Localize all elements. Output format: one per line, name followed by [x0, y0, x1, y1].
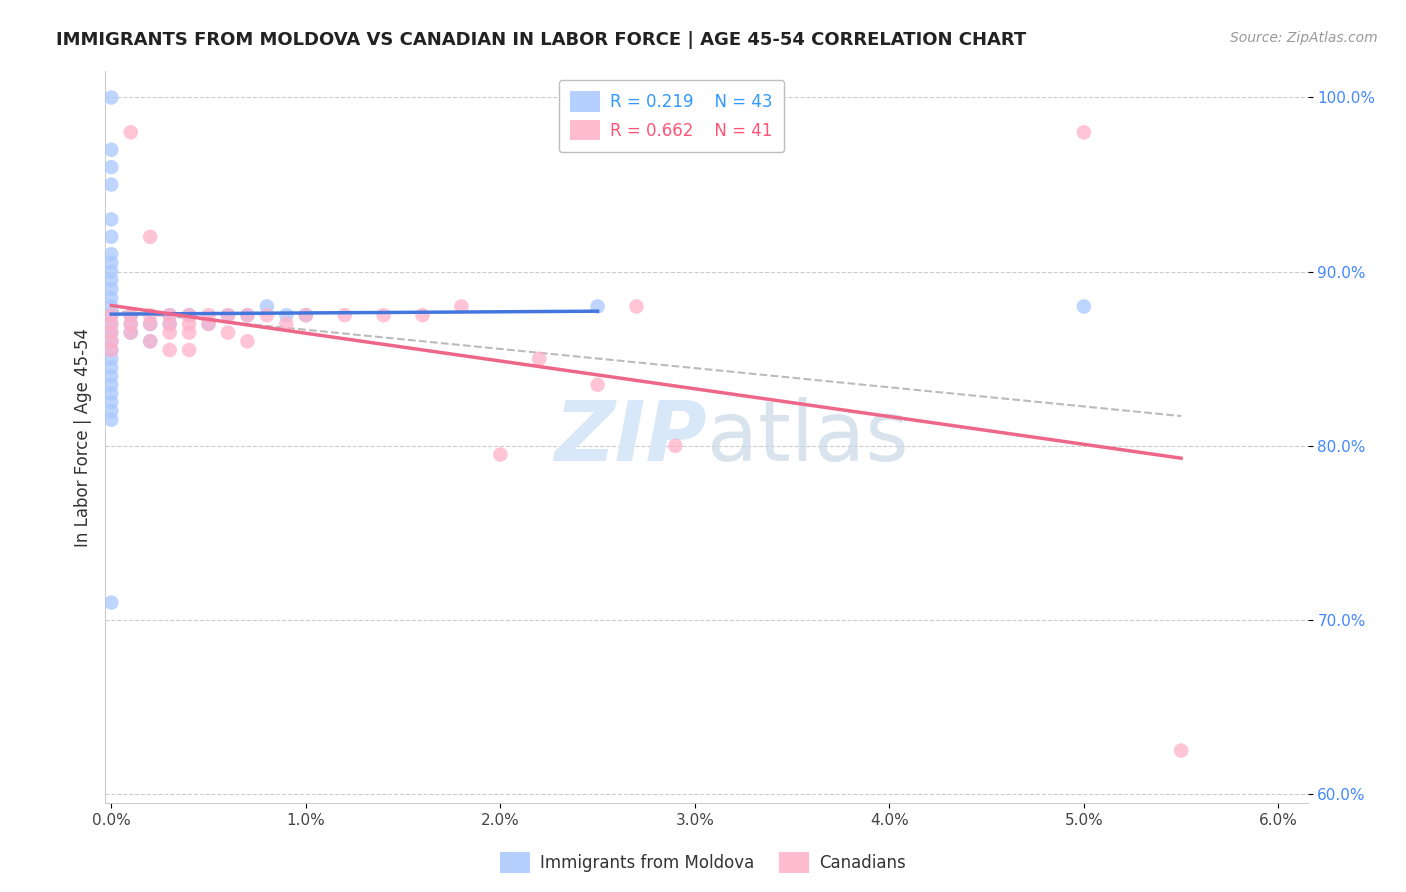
- Point: [159, 317, 181, 331]
- Text: Source: ZipAtlas.com: Source: ZipAtlas.com: [1230, 31, 1378, 45]
- Point: [197, 317, 219, 331]
- Point: [159, 326, 181, 340]
- Point: [217, 308, 239, 322]
- Point: [197, 317, 219, 331]
- Text: atlas: atlas: [707, 397, 908, 477]
- Point: [100, 178, 122, 192]
- Point: [100, 317, 122, 331]
- Point: [100, 300, 122, 314]
- Point: [586, 300, 609, 314]
- Point: [120, 317, 142, 331]
- Point: [177, 343, 200, 357]
- Point: [139, 317, 162, 331]
- Point: [120, 308, 142, 322]
- Point: [100, 308, 122, 322]
- Point: [100, 595, 122, 609]
- Point: [100, 143, 122, 157]
- Point: [139, 334, 162, 349]
- Point: [294, 308, 316, 322]
- Point: [159, 317, 181, 331]
- Point: [177, 326, 200, 340]
- Point: [100, 256, 122, 270]
- Point: [217, 308, 239, 322]
- Point: [276, 317, 298, 331]
- Point: [100, 334, 122, 349]
- Point: [159, 308, 181, 322]
- Point: [236, 308, 259, 322]
- Point: [373, 308, 395, 322]
- Point: [626, 300, 648, 314]
- Point: [100, 377, 122, 392]
- Point: [489, 448, 512, 462]
- Point: [100, 90, 122, 104]
- Point: [664, 439, 686, 453]
- Text: IMMIGRANTS FROM MOLDOVA VS CANADIAN IN LABOR FORCE | AGE 45-54 CORRELATION CHART: IMMIGRANTS FROM MOLDOVA VS CANADIAN IN L…: [56, 31, 1026, 49]
- Point: [139, 317, 162, 331]
- Point: [159, 343, 181, 357]
- Point: [120, 317, 142, 331]
- Point: [100, 326, 122, 340]
- Point: [333, 308, 356, 322]
- Point: [412, 308, 434, 322]
- Point: [100, 229, 122, 244]
- Point: [100, 326, 122, 340]
- Point: [100, 160, 122, 174]
- Y-axis label: In Labor Force | Age 45-54: In Labor Force | Age 45-54: [73, 327, 91, 547]
- Point: [177, 308, 200, 322]
- Point: [177, 308, 200, 322]
- Point: [100, 282, 122, 296]
- Point: [1170, 743, 1192, 757]
- Point: [1073, 125, 1095, 139]
- Point: [100, 412, 122, 426]
- Point: [100, 247, 122, 261]
- Text: ZIP: ZIP: [554, 397, 707, 477]
- Point: [100, 360, 122, 375]
- Point: [100, 343, 122, 357]
- Legend: Immigrants from Moldova, Canadians: Immigrants from Moldova, Canadians: [494, 846, 912, 880]
- Point: [120, 125, 142, 139]
- Point: [276, 308, 298, 322]
- Point: [120, 308, 142, 322]
- Point: [100, 369, 122, 384]
- Point: [236, 334, 259, 349]
- Point: [100, 404, 122, 418]
- Point: [529, 351, 551, 366]
- Point: [120, 326, 142, 340]
- Point: [100, 351, 122, 366]
- Legend: R = 0.219    N = 43, R = 0.662    N = 41: R = 0.219 N = 43, R = 0.662 N = 41: [558, 79, 785, 152]
- Point: [100, 273, 122, 287]
- Point: [139, 334, 162, 349]
- Point: [100, 265, 122, 279]
- Point: [177, 317, 200, 331]
- Point: [139, 229, 162, 244]
- Point: [100, 308, 122, 322]
- Point: [236, 308, 259, 322]
- Point: [120, 326, 142, 340]
- Point: [100, 334, 122, 349]
- Point: [100, 317, 122, 331]
- Point: [100, 395, 122, 409]
- Point: [100, 343, 122, 357]
- Point: [1073, 300, 1095, 314]
- Point: [217, 326, 239, 340]
- Point: [450, 300, 472, 314]
- Point: [256, 308, 278, 322]
- Point: [294, 308, 316, 322]
- Point: [197, 308, 219, 322]
- Point: [159, 308, 181, 322]
- Point: [139, 308, 162, 322]
- Point: [100, 212, 122, 227]
- Point: [586, 377, 609, 392]
- Point: [256, 300, 278, 314]
- Point: [100, 291, 122, 305]
- Point: [100, 386, 122, 401]
